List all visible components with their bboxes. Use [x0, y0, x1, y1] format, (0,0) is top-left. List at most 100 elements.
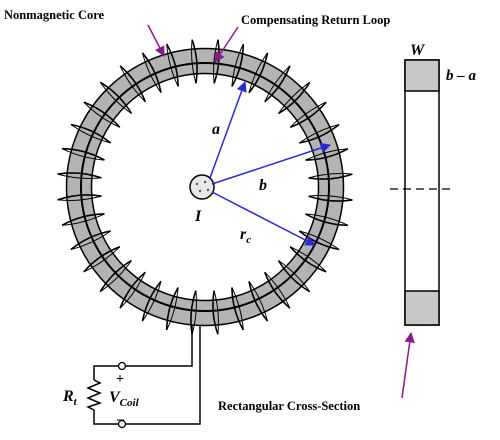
conductor-hatch-2: [203, 180, 207, 184]
label-radius-b: b: [259, 177, 267, 194]
coil-turn: [305, 147, 349, 161]
conductor-hatch-1: [195, 182, 199, 186]
label-compensating-return-loop: Compensating Return Loop: [241, 13, 390, 27]
coil-turn-back: [99, 82, 132, 114]
coil-turn-back: [119, 271, 146, 309]
resistor-zigzag: [86, 379, 103, 411]
coil-turn: [277, 260, 311, 293]
coil-turn-back: [278, 260, 311, 292]
cross-section: [390, 59, 452, 326]
coil-turn-back: [299, 230, 340, 250]
coil-turn-back: [213, 290, 219, 335]
coil-turn-back: [264, 65, 291, 103]
coil-turn-back: [248, 281, 268, 322]
coil-turn: [70, 230, 111, 251]
coil-turn-back: [70, 124, 111, 144]
label-voltage-vcoil: VCoil: [109, 389, 140, 409]
coil-turn: [141, 280, 162, 322]
coil-turn: [83, 245, 121, 273]
coil-turn: [278, 81, 311, 115]
label-voltage-sub: Coil: [120, 397, 140, 409]
coil-turn: [99, 81, 133, 114]
coil-turn-back: [231, 287, 244, 331]
label-plus: +: [116, 372, 124, 387]
coil-turn: [83, 101, 121, 128]
coil-turn: [289, 101, 327, 129]
label-radius-a: a: [212, 121, 220, 138]
coil-turn-back: [119, 65, 146, 103]
label-minus: –: [116, 412, 125, 427]
label-height-b-minus-a: b – a: [446, 68, 477, 84]
coil-turn: [57, 172, 102, 179]
core-inner-edge: [90, 72, 320, 302]
coil-turn: [165, 43, 179, 87]
coil-turn: [119, 271, 146, 309]
coil-turn: [61, 213, 105, 227]
coil-turn: [119, 65, 147, 103]
conductor-hatch-4: [206, 188, 210, 192]
radius-a-arrow: [209, 81, 247, 179]
coil-turn-back: [100, 260, 132, 293]
core-ring: [66, 48, 344, 326]
coil-turn-back: [191, 39, 197, 84]
label-nonmagnetic-core: Nonmagnetic Core: [4, 8, 105, 22]
coil-turn-back: [308, 195, 353, 201]
coil-turn-back: [213, 39, 219, 84]
core-callout-arrow: [147, 24, 165, 57]
label-resistor-main: R: [62, 388, 74, 405]
coil-turn: [99, 259, 132, 293]
coil-turn-back: [61, 148, 105, 161]
coil-turn: [289, 246, 327, 273]
coil-turn: [298, 230, 340, 251]
coil-turn-back: [305, 213, 349, 226]
coil-turn-back: [57, 195, 102, 201]
cross-section-top-band: [404, 59, 440, 92]
coil-turn: [231, 43, 245, 87]
coil-turn: [248, 52, 269, 94]
coil-windings: [57, 39, 353, 335]
coil-turn: [305, 213, 349, 227]
label-resistor-rt: Rt: [62, 388, 78, 408]
coil-turn-back: [248, 52, 268, 93]
coil-turn-back: [308, 173, 353, 179]
coil-turn: [141, 52, 162, 93]
coil-turn-back: [231, 43, 244, 87]
coil-turn-back: [299, 124, 340, 144]
coil-turn: [264, 65, 291, 103]
conductor-circle: [189, 174, 215, 200]
compensating-return-loop-wire: [80, 62, 330, 312]
label-radius-rc: rc: [240, 226, 251, 246]
label-current: I: [194, 208, 202, 225]
coil-turn-back: [289, 246, 327, 273]
terminal-top: [117, 361, 127, 371]
coil-turn-back: [70, 230, 111, 250]
label-width-w: W: [410, 42, 426, 59]
coil-turn: [248, 281, 269, 322]
coil-turn: [308, 173, 353, 180]
coil-turn: [308, 195, 353, 202]
radius-rc-arrow: [211, 191, 316, 246]
core-outer-edge: [65, 47, 345, 327]
label-resistor-sub: t: [74, 396, 78, 408]
resistor-wire-bottom: [93, 410, 119, 425]
toroidal-core: [65, 47, 345, 327]
coil-turn-back: [191, 290, 197, 335]
coil-turn-back: [83, 101, 121, 128]
cross-section-body: [404, 59, 440, 326]
coil-turn: [231, 287, 245, 331]
coil-turn-back: [83, 246, 121, 273]
coil-turn-back: [264, 271, 291, 309]
label-radius-rc-sub: c: [246, 234, 251, 246]
coil-turn: [299, 123, 340, 144]
coil-turn-back: [61, 213, 105, 226]
label-rectangular-cross-section: Rectangular Cross-Section: [218, 399, 360, 413]
radius-b-arrow: [211, 142, 331, 185]
coil-turn-back: [289, 101, 327, 128]
cross-section-bottom-band: [404, 290, 440, 326]
cross-section-callout-arrow: [401, 331, 415, 399]
coil-turn-back: [142, 281, 162, 322]
lead-wire-top: [122, 325, 193, 367]
conductor-hatch-3: [198, 189, 202, 193]
coil-turn: [61, 147, 105, 161]
